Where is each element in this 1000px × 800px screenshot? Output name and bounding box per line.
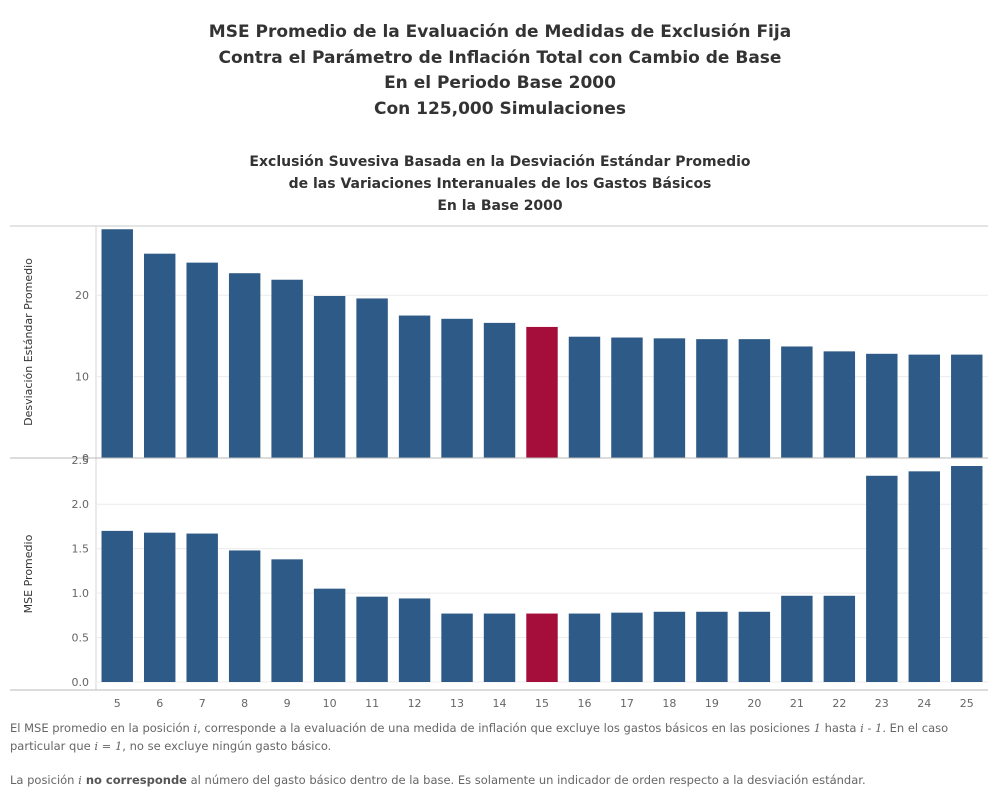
- footnotes: El MSE promedio en la posición i, corres…: [10, 719, 985, 789]
- subtitle-line: de las Variaciones Interanuales de los G…: [288, 176, 712, 192]
- x-tick-label: 9: [284, 697, 291, 710]
- bar: [696, 339, 728, 458]
- footnote-text: , corresponde a la evaluación de una med…: [197, 721, 814, 735]
- x-tick-label: 23: [875, 697, 889, 710]
- bar: [781, 346, 813, 458]
- x-tick-label: 7: [199, 697, 206, 710]
- bar: [356, 298, 388, 458]
- y-tick-label: 10: [75, 371, 89, 384]
- footnote-text: La posición: [10, 773, 79, 787]
- main-title-line: Contra el Parámetro de Inflación Total c…: [218, 47, 782, 68]
- bar: [611, 337, 643, 458]
- x-tick-label: 20: [747, 697, 761, 710]
- subtitle-line: Exclusión Suvesiva Basada en la Desviaci…: [249, 154, 751, 170]
- y-tick-label: 0.5: [72, 632, 90, 645]
- x-tick-label: 16: [577, 697, 591, 710]
- bar: [271, 279, 303, 458]
- y-axis-title: MSE Promedio: [22, 534, 35, 613]
- x-tick-label: 19: [705, 697, 719, 710]
- footnote-variable: i - 1: [860, 721, 883, 735]
- bar-highlighted: [526, 326, 558, 458]
- y-tick-label: 1.5: [72, 543, 90, 556]
- bar: [823, 595, 856, 682]
- x-tick-label: 18: [662, 697, 676, 710]
- x-tick-label: 10: [323, 697, 337, 710]
- footnote-position-explanation: El MSE promedio en la posición i, corres…: [10, 719, 985, 755]
- subtitle-line: En la Base 2000: [437, 198, 563, 214]
- bar: [313, 296, 346, 458]
- footnote-position-note: La posición i no corresponde al número d…: [10, 771, 985, 789]
- bar: [101, 530, 133, 682]
- bar: [568, 613, 601, 682]
- x-tick-label: 17: [620, 697, 634, 710]
- y-tick-label: 2.0: [72, 498, 90, 511]
- x-tick-label: 15: [535, 697, 549, 710]
- y-tick-label: 1.0: [72, 587, 90, 600]
- x-tick-label: 22: [832, 697, 846, 710]
- bar: [271, 559, 303, 682]
- y-tick-label: 0.0: [72, 676, 90, 689]
- main-title: MSE Promedio de la Evaluación de Medidas…: [0, 20, 1000, 122]
- bar: [398, 315, 431, 458]
- main-title-line: Con 125,000 Simulaciones: [373, 98, 627, 119]
- x-tick-label: 25: [960, 697, 974, 710]
- x-tick-label: 24: [917, 697, 931, 710]
- bar: [866, 353, 898, 458]
- chart-subtitle: Exclusión Suvesiva Basada en la Desviaci…: [0, 151, 1000, 217]
- bar: [441, 318, 473, 458]
- bar: [483, 613, 516, 682]
- bar: [568, 336, 601, 458]
- bar: [398, 598, 431, 682]
- x-tick-label: 21: [790, 697, 804, 710]
- bar: [441, 613, 473, 682]
- bar: [313, 588, 346, 682]
- bar: [781, 595, 813, 682]
- footnote-variable: i = 1: [94, 739, 123, 753]
- x-tick-label: 14: [493, 697, 507, 710]
- bar: [186, 262, 218, 458]
- x-tick-label: 12: [408, 697, 422, 710]
- bar: [228, 273, 261, 458]
- footnote-emphasis: no corresponde: [81, 773, 187, 787]
- bar: [611, 612, 643, 682]
- bar: [653, 611, 686, 682]
- footnote-variable: 1: [813, 721, 821, 735]
- footnote-text: El MSE promedio en la posición: [10, 721, 194, 735]
- footnote-text: hasta: [820, 721, 861, 735]
- main-title-line: En el Periodo Base 2000: [384, 73, 616, 93]
- y-tick-label: 20: [75, 289, 89, 302]
- bar: [866, 475, 898, 682]
- bar: [356, 596, 388, 682]
- x-tick-label: 13: [450, 697, 464, 710]
- x-tick-label: 11: [365, 697, 379, 710]
- bar: [143, 253, 176, 458]
- y-axis-title: Desviación Estándar Promedio: [22, 258, 35, 426]
- bar: [908, 354, 941, 458]
- x-tick-label: 6: [156, 697, 163, 710]
- bar: [951, 466, 983, 682]
- bar: [653, 338, 686, 458]
- footnote-variable: i: [78, 773, 82, 787]
- bar: [951, 354, 983, 458]
- y-tick-label: 2.5: [72, 454, 90, 467]
- footnote-text: , no se excluye ningún gasto básico.: [122, 739, 332, 753]
- bar: [738, 339, 771, 458]
- bar: [483, 322, 516, 458]
- bar: [143, 532, 176, 682]
- bar: [908, 471, 941, 682]
- x-tick-label: 5: [114, 697, 121, 710]
- footnote-variable: i: [193, 721, 198, 735]
- bar: [823, 351, 856, 458]
- footnote-text: al número del gasto básico dentro de la …: [186, 773, 866, 787]
- bar: [186, 533, 218, 682]
- main-title-line: MSE Promedio de la Evaluación de Medidas…: [208, 22, 792, 42]
- x-tick-label: 8: [241, 697, 248, 710]
- bar: [696, 611, 728, 682]
- bar: [228, 550, 261, 682]
- bar-highlighted: [526, 613, 558, 682]
- bar: [101, 229, 133, 458]
- footnote-text: . En el caso particular que: [10, 721, 949, 753]
- bar: [738, 611, 771, 682]
